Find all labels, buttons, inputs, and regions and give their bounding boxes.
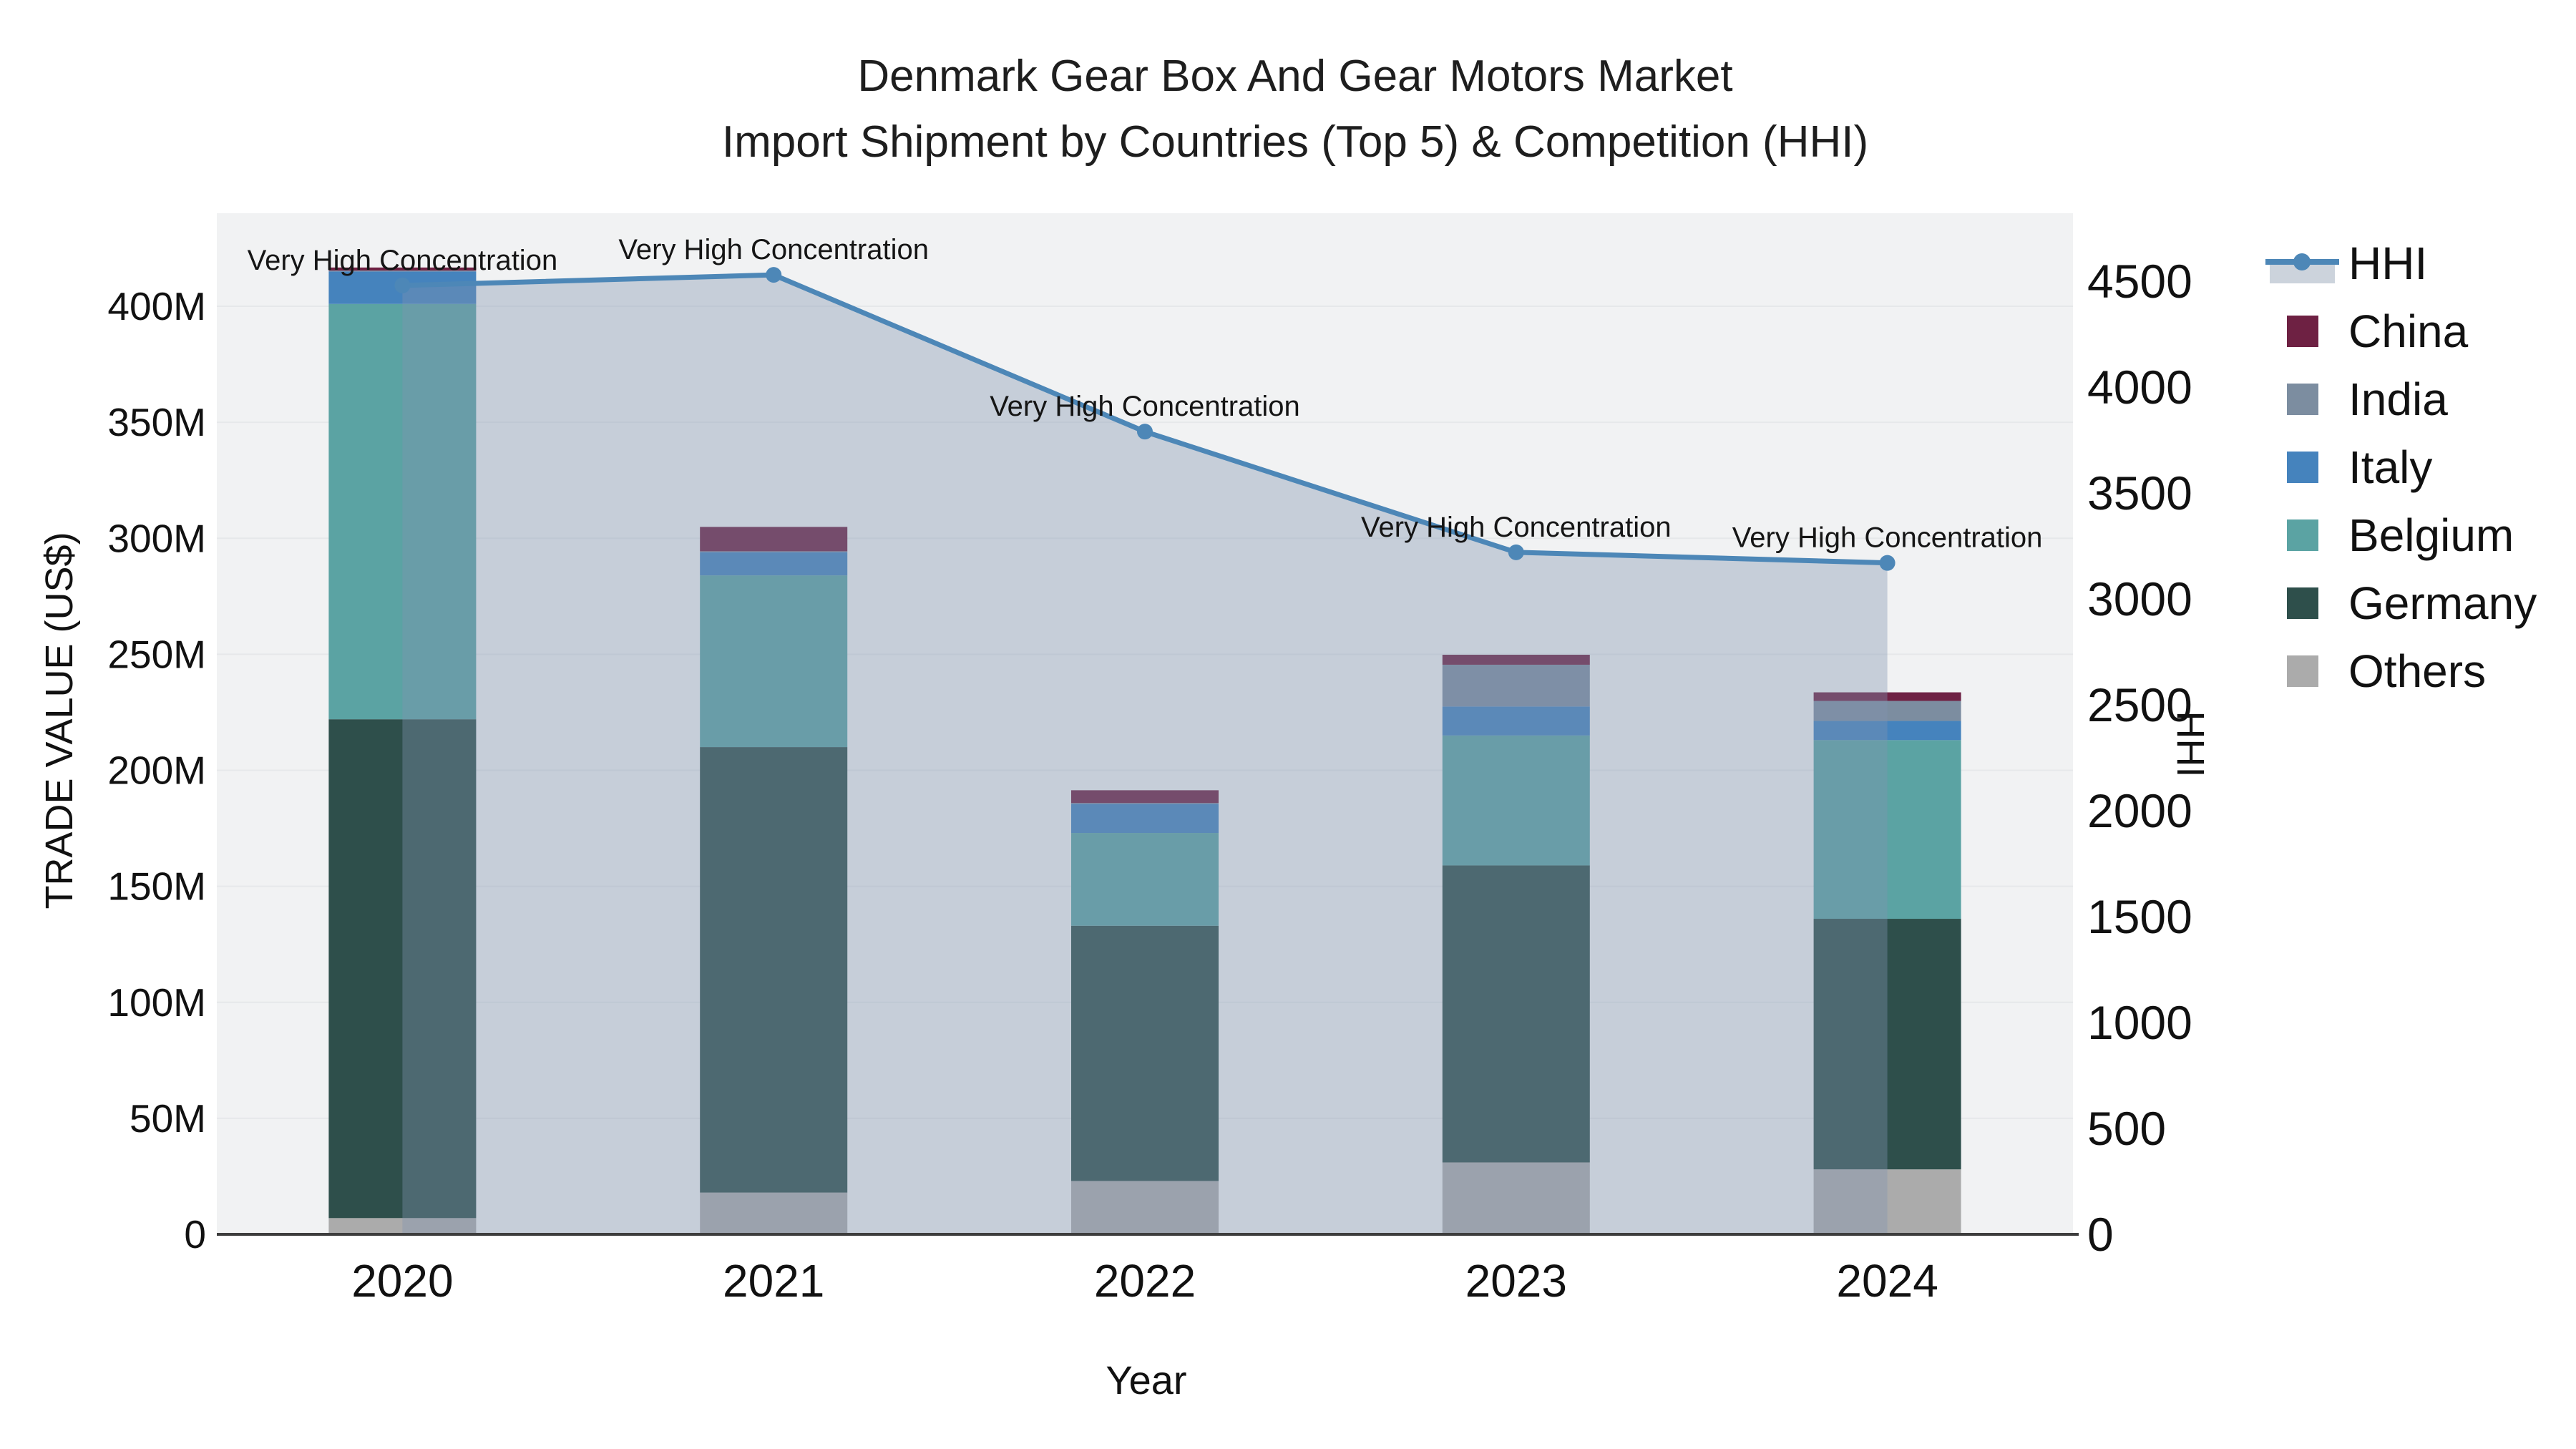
bar-segment-italy-2023 xyxy=(1442,706,1590,736)
hhi-marker-2020 xyxy=(394,277,411,293)
legend-label-china: China xyxy=(2348,306,2469,357)
bar-segment-china-2024 xyxy=(1813,692,1961,701)
annotation-2020: Very High Concentration xyxy=(248,245,558,276)
annotation-2024: Very High Concentration xyxy=(1732,522,2043,554)
y-left-tick-label-250M: 250M xyxy=(107,632,206,676)
y-left-tick-label-300M: 300M xyxy=(107,516,206,560)
bar-segment-others-2024 xyxy=(1813,1169,1961,1234)
bar-segment-india-2024 xyxy=(1813,701,1961,721)
bar-segment-belgium-2021 xyxy=(700,575,848,748)
y-left-tick-label-100M: 100M xyxy=(107,980,206,1025)
bar-segment-others-2021 xyxy=(700,1192,848,1234)
legend: HHI China India Italy Belgium Germany Others xyxy=(2265,238,2537,697)
hhi-area-layer xyxy=(402,275,1888,1234)
legend-label-belgium: Belgium xyxy=(2348,509,2514,561)
legend-item-india[interactable]: India xyxy=(2287,374,2448,425)
legend-item-italy[interactable]: Italy xyxy=(2287,441,2432,493)
bar-segment-india-2021 xyxy=(700,551,848,552)
legend-item-germany[interactable]: Germany xyxy=(2287,577,2537,629)
bar-segment-italy-2024 xyxy=(1813,721,1961,741)
page-subtitle: Import Shipment by Countries (Top 5) & C… xyxy=(722,117,1868,167)
bar-segment-india-2022 xyxy=(1071,803,1219,804)
bar-segment-india-2020 xyxy=(328,270,477,272)
x-tick-label-2020: 2020 xyxy=(351,1255,453,1307)
hhi-line-layer xyxy=(394,267,1896,571)
hhi-marker-2024 xyxy=(1879,555,1896,571)
bar-segment-germany-2024 xyxy=(1813,919,1961,1170)
x-tick-label-2022: 2022 xyxy=(1094,1255,1196,1307)
y-right-tick-label-0: 0 xyxy=(2087,1208,2114,1261)
x-tick-label-2024: 2024 xyxy=(1836,1255,1938,1307)
hhi-area-fill xyxy=(402,275,1888,1234)
bar-segment-china-2020 xyxy=(328,267,477,271)
x-tick-label-2023: 2023 xyxy=(1465,1255,1567,1307)
legend-item-others[interactable]: Others xyxy=(2287,645,2486,697)
bar-segment-belgium-2022 xyxy=(1071,833,1219,926)
x-axis-title: Year xyxy=(1106,1357,1186,1402)
bar-segment-others-2020 xyxy=(328,1218,477,1234)
y-right-tick-label-3500: 3500 xyxy=(2087,467,2192,519)
legend-label-others: Others xyxy=(2348,645,2486,697)
bar-segment-china-2023 xyxy=(1442,655,1590,665)
annotation-2022: Very High Concentration xyxy=(990,391,1300,422)
bar-segment-italy-2021 xyxy=(700,552,848,576)
y-left-tick-label-350M: 350M xyxy=(107,400,206,444)
bar-segment-china-2022 xyxy=(1071,790,1219,804)
legend-item-belgium[interactable]: Belgium xyxy=(2287,509,2514,561)
legend-item-hhi[interactable]: HHI xyxy=(2265,238,2427,289)
y-right-tick-label-1000: 1000 xyxy=(2087,996,2192,1049)
annotation-2023: Very High Concentration xyxy=(1361,512,1672,543)
bars-layer xyxy=(328,267,1961,1234)
bar-segment-china-2021 xyxy=(700,527,848,552)
annotation-2021: Very High Concentration xyxy=(618,234,929,265)
legend-swatch-china xyxy=(2287,316,2318,347)
bar-segment-belgium-2023 xyxy=(1442,735,1590,866)
tick-labels-layer: 0 50M 100M 150M 200M 250M 300M 350M 400M 0 500 1000… xyxy=(107,255,2192,1307)
legend-item-china[interactable]: China xyxy=(2287,306,2469,357)
x-tick-label-2021: 2021 xyxy=(723,1255,824,1307)
annotations-layer: Very High Concentration Very High Concent… xyxy=(248,234,2043,554)
legend-label-hhi: HHI xyxy=(2348,238,2427,289)
y-right-tick-label-500: 500 xyxy=(2087,1102,2166,1155)
y-left-axis-title: TRADE VALUE (US$) xyxy=(38,532,81,909)
legend-label-india: India xyxy=(2348,374,2448,425)
y-right-tick-label-3000: 3000 xyxy=(2087,572,2192,625)
legend-swatch-others xyxy=(2287,655,2318,687)
hhi-marker-2021 xyxy=(766,267,782,283)
bar-segment-germany-2021 xyxy=(700,747,848,1193)
y-right-tick-label-1500: 1500 xyxy=(2087,890,2192,943)
y-left-tick-label-150M: 150M xyxy=(107,864,206,909)
legend-label-italy: Italy xyxy=(2348,441,2432,493)
bar-segment-others-2022 xyxy=(1071,1181,1219,1234)
bar-segment-belgium-2020 xyxy=(328,303,477,720)
y-right-axis-title: HHI xyxy=(2169,711,2212,778)
legend-swatch-germany xyxy=(2287,587,2318,619)
legend-swatch-italy xyxy=(2287,452,2318,483)
y-right-tick-label-4000: 4000 xyxy=(2087,361,2192,414)
y-right-tick-label-4500: 4500 xyxy=(2087,255,2192,308)
legend-label-germany: Germany xyxy=(2348,577,2537,629)
y-left-tick-label-200M: 200M xyxy=(107,748,206,793)
legend-swatch-india xyxy=(2287,384,2318,415)
bar-segment-india-2023 xyxy=(1442,664,1590,707)
y-right-tick-label-2000: 2000 xyxy=(2087,784,2192,837)
bar-segment-germany-2023 xyxy=(1442,865,1590,1163)
y-left-tick-label-50M: 50M xyxy=(130,1096,206,1141)
bar-segment-italy-2022 xyxy=(1071,804,1219,834)
y-left-tick-label-0: 0 xyxy=(184,1212,206,1257)
legend-swatch-belgium xyxy=(2287,519,2318,551)
bar-segment-belgium-2024 xyxy=(1813,740,1961,919)
bar-segment-others-2023 xyxy=(1442,1162,1590,1234)
bar-segment-germany-2022 xyxy=(1071,925,1219,1181)
legend-hhi-marker-icon xyxy=(2293,253,2311,270)
hhi-marker-2022 xyxy=(1137,424,1153,440)
y-right-tick-label-2500: 2500 xyxy=(2087,678,2192,731)
page-title: Denmark Gear Box And Gear Motors Market xyxy=(857,52,1732,101)
bar-segment-germany-2020 xyxy=(328,719,477,1219)
hhi-marker-2023 xyxy=(1508,544,1524,560)
y-left-tick-label-400M: 400M xyxy=(107,284,206,328)
